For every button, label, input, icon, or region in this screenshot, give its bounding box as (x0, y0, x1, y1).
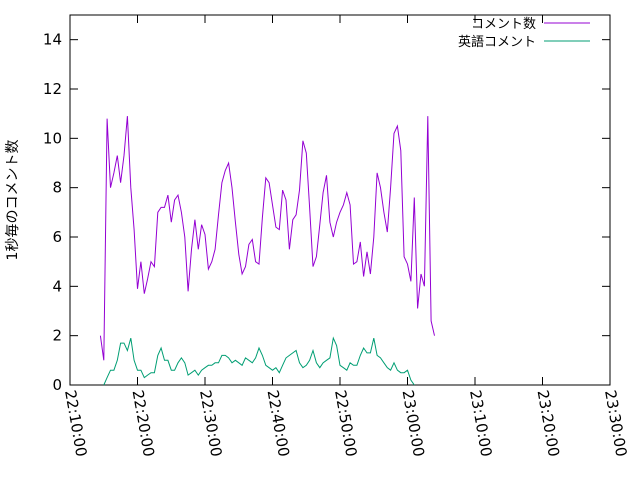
y-tick-label: 8 (52, 179, 62, 197)
y-axis: 0 2 4 6 8 10 12 14 (43, 31, 610, 394)
y-tick-label: 4 (52, 277, 62, 295)
y-tick-label: 10 (43, 129, 62, 147)
x-tick-label: 22:20:00 (129, 389, 158, 458)
x-tick-label: 23:10:00 (466, 389, 495, 458)
x-tick-label: 22:40:00 (264, 389, 293, 458)
x-tick-label: 23:20:00 (534, 389, 563, 458)
series-layer (99, 116, 435, 386)
legend-label-1: コメント数 (471, 17, 536, 32)
y-tick-label: 12 (43, 80, 62, 98)
x-tick-label: 23:00:00 (399, 389, 428, 458)
y-tick-label: 2 (52, 327, 62, 345)
x-tick-label: 22:10:00 (61, 389, 90, 458)
y-tick-label: 14 (43, 31, 62, 49)
plot-frame (69, 14, 611, 386)
series-line-2 (103, 336, 415, 386)
y-tick-label: 0 (52, 376, 62, 394)
y-tick-label: 6 (52, 228, 62, 246)
x-axis: 22:10:00 22:20:00 22:30:00 22:40:00 22:50:00… (61, 15, 630, 458)
x-tick-label: 22:30:00 (196, 389, 225, 458)
series-line-1 (99, 116, 435, 361)
x-tick-label: 23:30:00 (601, 389, 630, 458)
x-tick-label: 22:50:00 (331, 389, 360, 458)
legend-label-2: 英語コメント (458, 34, 536, 50)
y-axis-label: 1秒毎のコメント数 (5, 140, 21, 261)
